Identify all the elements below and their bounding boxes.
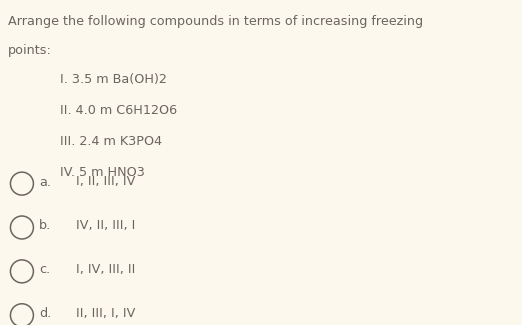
Text: points:: points: [8, 44, 52, 57]
Text: c.: c. [39, 263, 50, 276]
Text: III. 2.4 m K3PO4: III. 2.4 m K3PO4 [60, 135, 162, 148]
Text: IV, II, III, I: IV, II, III, I [76, 219, 135, 232]
Text: II, III, I, IV: II, III, I, IV [76, 307, 135, 320]
Text: d.: d. [39, 307, 51, 320]
Text: a.: a. [39, 176, 51, 188]
Text: II. 4.0 m C6H12O6: II. 4.0 m C6H12O6 [60, 104, 177, 117]
Text: b.: b. [39, 219, 51, 232]
Text: IV. 5 m HNO3: IV. 5 m HNO3 [60, 166, 145, 179]
Text: Arrange the following compounds in terms of increasing freezing: Arrange the following compounds in terms… [8, 15, 423, 28]
Text: I, IV, III, II: I, IV, III, II [76, 263, 135, 276]
Text: I. 3.5 m Ba(OH)2: I. 3.5 m Ba(OH)2 [60, 73, 167, 86]
Text: I, II, III, IV: I, II, III, IV [76, 176, 135, 188]
